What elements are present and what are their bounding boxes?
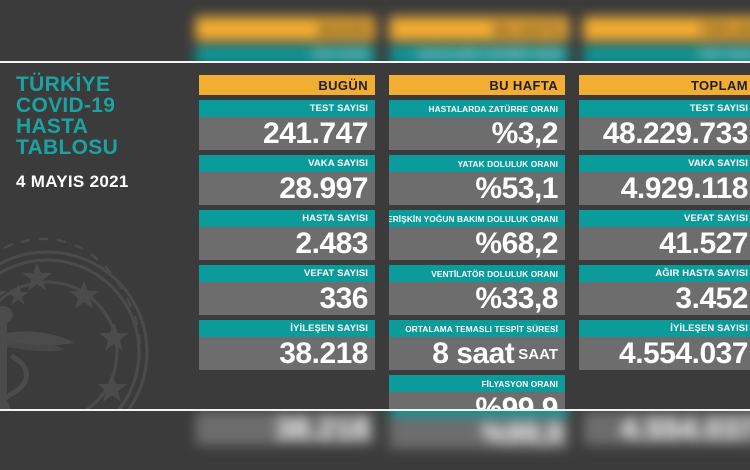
turkish-ministry-of-health-emblem-icon — [0, 237, 149, 410]
row-value: %99,9 — [389, 392, 565, 410]
row-value: %68,2 — [389, 227, 565, 260]
top-ghost-header-label: BU HAFTA — [494, 21, 563, 38]
row-label: İYİLEŞEN SAYISI — [199, 320, 375, 337]
bottom-blurred-content: 38.218 %99,9 4.554.037 — [0, 410, 750, 470]
top-ghost-row-label: HASTALARDA ZATÜRRE ORANI — [417, 49, 563, 60]
row-label: ORTALAMA TEMASLI TESPİT SÜRESİ — [389, 320, 565, 337]
table-row: VEFAT SAYISI 41.527 — [579, 210, 750, 260]
row-label: FİLYASYON ORANI — [389, 375, 565, 392]
bottom-ghost-value-band — [583, 411, 750, 446]
row-value: 336 — [199, 282, 375, 315]
column-toplam: TOPLAM TEST SAYISI 48.229.733 VAKA SAYIS… — [579, 75, 750, 375]
top-ghost-header-label: BUGÜN — [319, 21, 369, 38]
top-blurred-content: BUGÜN TEST SAYISI BU HAFTA HASTALARDA ZA… — [0, 0, 750, 62]
top-ghost-label-band — [583, 46, 750, 62]
bottom-separator-line — [0, 409, 750, 411]
title-line-3: HASTA — [16, 115, 89, 138]
bottom-blurred-strip: 38.218 %99,9 4.554.037 — [0, 410, 750, 470]
row-label: HASTA SAYISI — [199, 210, 375, 227]
table-row: VAKA SAYISI 28.997 — [199, 155, 375, 205]
bottom-ghost-column-1: %99,9 — [389, 410, 569, 470]
top-ghost-header-label: TOPLAM — [699, 21, 750, 38]
table-row: TEST SAYISI 241.747 — [199, 100, 375, 150]
column-bugun: BUGÜN TEST SAYISI 241.747 VAKA SAYISI 28… — [199, 75, 375, 375]
top-ghost-column-2: TOPLAM TEST SAYISI — [583, 0, 750, 62]
row-label: HASTALARDA ZATÜRRE ORANI — [389, 100, 565, 117]
table-row: VAKA SAYISI 4.929.118 — [579, 155, 750, 205]
row-value: 2.483 — [199, 227, 375, 260]
top-ghost-row-label: TEST SAYISI — [698, 49, 750, 60]
title-line-2: COVID-19 — [16, 94, 116, 117]
bottom-ghost-value: 4.554.037 — [620, 412, 750, 447]
title-block: TÜRKİYE COVID-19 HASTA TABLOSU 4 MAYIS 2… — [16, 74, 191, 192]
top-ghost-header-band — [389, 16, 569, 42]
bottom-ghost-column-2: 4.554.037 — [583, 410, 750, 470]
row-value: %53,1 — [389, 172, 565, 205]
top-ghost-label-band — [389, 46, 569, 62]
row-label: VAKA SAYISI — [199, 155, 375, 172]
row-value: 4.554.037 — [579, 337, 750, 370]
bottom-ghost-column-0: 38.218 — [195, 410, 375, 470]
top-ghost-row-label: TEST SAYISI — [311, 49, 369, 60]
row-label: VEFAT SAYISI — [199, 265, 375, 282]
table-row: TEST SAYISI 48.229.733 — [579, 100, 750, 150]
bottom-ghost-value: 38.218 — [275, 412, 369, 447]
row-value: 241.747 — [199, 117, 375, 150]
row-value-number: 8 saat — [432, 337, 515, 370]
row-value: 41.527 — [579, 227, 750, 260]
top-ghost-header-band — [583, 16, 750, 42]
row-value-unit: SAAT — [518, 346, 558, 363]
top-ghost-column-1: BU HAFTA HASTALARDA ZATÜRRE ORANI — [389, 0, 569, 62]
row-value: 8 saat SAAT — [389, 337, 565, 370]
top-ghost-label-band — [195, 46, 375, 62]
table-row: FİLYASYON ORANI %99,9 — [389, 375, 565, 410]
table-row: YATAK DOLULUK ORANI %53,1 — [389, 155, 565, 205]
row-label: ERİŞKİN YOĞUN BAKIM DOLULUK ORANI — [389, 210, 565, 227]
table-row: ERİŞKİN YOĞUN BAKIM DOLULUK ORANI %68,2 — [389, 210, 565, 260]
row-value: 3.452 — [579, 282, 750, 315]
bottom-ghost-value-band — [389, 415, 569, 450]
table-row: AĞIR HASTA SAYISI 3.452 — [579, 265, 750, 315]
bottom-ghost-value: %99,9 — [481, 417, 563, 450]
row-value: 48.229.733 — [579, 117, 750, 150]
column-header-bugun: BUGÜN — [199, 75, 375, 95]
row-label: VEFAT SAYISI — [579, 210, 750, 227]
row-value: 38.218 — [199, 337, 375, 370]
title-line-1: TÜRKİYE — [16, 73, 111, 96]
column-bu-hafta: BU HAFTA HASTALARDA ZATÜRRE ORANI %3,2 Y… — [389, 75, 565, 410]
table-row: İYİLEŞEN SAYISI 4.554.037 — [579, 320, 750, 370]
row-label: TEST SAYISI — [199, 100, 375, 117]
table-row: HASTA SAYISI 2.483 — [199, 210, 375, 260]
title-line-4: TABLOSU — [16, 136, 119, 159]
top-ghost-column-0: BUGÜN TEST SAYISI — [195, 0, 375, 62]
bottom-ghost-value-band — [195, 411, 375, 446]
report-date: 4 MAYIS 2021 — [16, 172, 129, 191]
row-value: 28.997 — [199, 172, 375, 205]
row-label: VAKA SAYISI — [579, 155, 750, 172]
table-row: ORTALAMA TEMASLI TESPİT SÜRESİ 8 saat SAA… — [389, 320, 565, 370]
bottom-ghost-label-band — [389, 410, 569, 416]
row-value: %33,8 — [389, 282, 565, 315]
row-label: YATAK DOLULUK ORANI — [389, 155, 565, 172]
row-label: TEST SAYISI — [579, 100, 750, 117]
row-value: 4.929.118 — [579, 172, 750, 205]
top-ghost-header-band — [195, 16, 375, 42]
table-board: TÜRKİYE COVID-19 HASTA TABLOSU 4 MAYIS 2… — [0, 62, 750, 410]
table-row: VEFAT SAYISI 336 — [199, 265, 375, 315]
column-header-toplam: TOPLAM — [579, 75, 750, 95]
column-header-bu-hafta: BU HAFTA — [389, 75, 565, 95]
row-label: VENTİLATÖR DOLULUK ORANI — [389, 265, 565, 282]
row-label: İYİLEŞEN SAYISI — [579, 320, 750, 337]
top-separator-line — [0, 61, 750, 63]
row-label: AĞIR HASTA SAYISI — [579, 265, 750, 282]
table-row: HASTALARDA ZATÜRRE ORANI %3,2 — [389, 100, 565, 150]
row-value: %3,2 — [389, 117, 565, 150]
top-blurred-strip: BUGÜN TEST SAYISI BU HAFTA HASTALARDA ZA… — [0, 0, 750, 62]
table-row: İYİLEŞEN SAYISI 38.218 — [199, 320, 375, 370]
table-row: VENTİLATÖR DOLULUK ORANI %33,8 — [389, 265, 565, 315]
